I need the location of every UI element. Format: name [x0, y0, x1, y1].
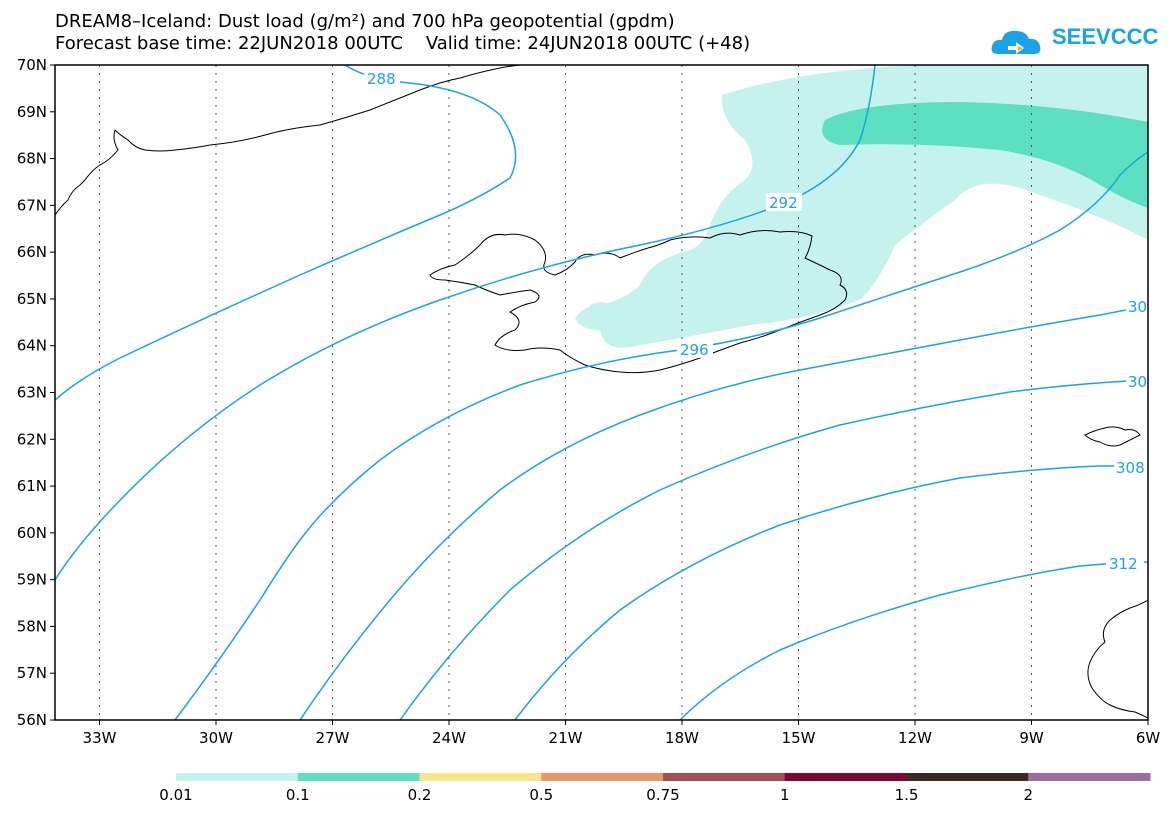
lon-label: 15W [782, 729, 816, 747]
dust-area-medium [822, 102, 1148, 208]
iceland-coast [429, 230, 848, 374]
colorbar-segment [176, 773, 299, 781]
map-title: DREAM8–Iceland: Dust load (g/m²) and 700… [55, 11, 675, 32]
lat-label: 70N [17, 56, 47, 74]
lat-label: 69N [17, 103, 47, 121]
dust-area-light-small [590, 302, 612, 316]
colorbar-label: 0.2 [408, 786, 432, 804]
colorbar-label: 0.1 [286, 786, 310, 804]
lat-label: 60N [17, 524, 47, 542]
contour-label-304: 30 [1128, 373, 1147, 391]
lon-label: 24W [432, 729, 466, 747]
contour-label-300: 30 [1128, 298, 1147, 316]
contour-label-292: 292 [769, 194, 798, 212]
lon-label: 12W [898, 729, 932, 747]
contour-304 [399, 379, 1148, 720]
colorbar: 0.01 0.1 0.2 0.5 0.75 1 1.5 2 [159, 773, 1151, 804]
contour-288 [55, 65, 517, 401]
lat-label: 65N [17, 290, 47, 308]
lat-label: 61N [17, 477, 47, 495]
colorbar-segment [663, 773, 786, 781]
greenland-coast [55, 65, 521, 216]
lat-label: 63N [17, 384, 47, 402]
colorbar-segment [906, 773, 1029, 781]
colorbar-segment [297, 773, 420, 781]
lon-label: 9W [1019, 729, 1044, 747]
lat-label: 62N [17, 430, 47, 448]
lat-label: 59N [17, 571, 47, 589]
lat-label: 66N [17, 243, 47, 261]
lat-label: 67N [17, 196, 47, 214]
colorbar-label: 1.5 [895, 786, 919, 804]
colorbar-label: 0.5 [529, 786, 553, 804]
dust-area-light [575, 65, 1148, 348]
colorbar-label: 2 [1023, 786, 1033, 804]
lat-label: 57N [17, 664, 47, 682]
contour-292 [55, 65, 876, 581]
map-subtitle: Forecast base time: 22JUN2018 00UTC Vali… [55, 33, 751, 54]
lat-label: 56N [17, 711, 47, 729]
colorbar-label: 0.75 [646, 786, 679, 804]
cloud-icon [991, 30, 1041, 54]
lat-label: 58N [17, 617, 47, 635]
graticule [99, 65, 1032, 720]
lon-label: 30W [199, 729, 233, 747]
colorbar-segment [784, 773, 907, 781]
colorbar-segment [1028, 773, 1151, 781]
dust-field [575, 65, 1148, 348]
latitude-axis: 70N 69N 68N 67N 66N 65N 64N 63N 62N 61N 60N 59N 58N 5… [17, 56, 55, 729]
contour-300 [299, 305, 1148, 720]
scotland-coast [1087, 599, 1148, 719]
colorbar-segment [419, 773, 542, 781]
contour-label-312: 312 [1109, 555, 1138, 573]
lon-label: 18W [665, 729, 699, 747]
lat-label: 68N [17, 150, 47, 168]
colorbar-label: 1 [780, 786, 790, 804]
contour-label-308: 308 [1116, 459, 1145, 477]
lon-label: 21W [549, 729, 583, 747]
contour-label-group: 288 292 296 30 30 308 312 [364, 70, 1148, 573]
contour-label-296: 296 [680, 341, 709, 359]
contour-308 [514, 465, 1148, 720]
logo-text: SEEVCCC [1052, 24, 1159, 49]
lon-label: 33W [83, 729, 117, 747]
colorbar-label: 0.01 [159, 786, 192, 804]
geopotential-contours [55, 65, 1148, 720]
contour-312 [679, 561, 1148, 720]
lon-label: 27W [316, 729, 350, 747]
lat-label: 64N [17, 337, 47, 355]
faroe-coast [1084, 426, 1141, 447]
contour-296 [174, 151, 1148, 720]
longitude-axis: 33W 30W 27W 24W 21W 18W 15W 12W 9W 6W [83, 720, 1161, 747]
colorbar-segment [541, 773, 664, 781]
contour-label-288: 288 [367, 70, 396, 88]
lon-label: 6W [1136, 729, 1161, 747]
